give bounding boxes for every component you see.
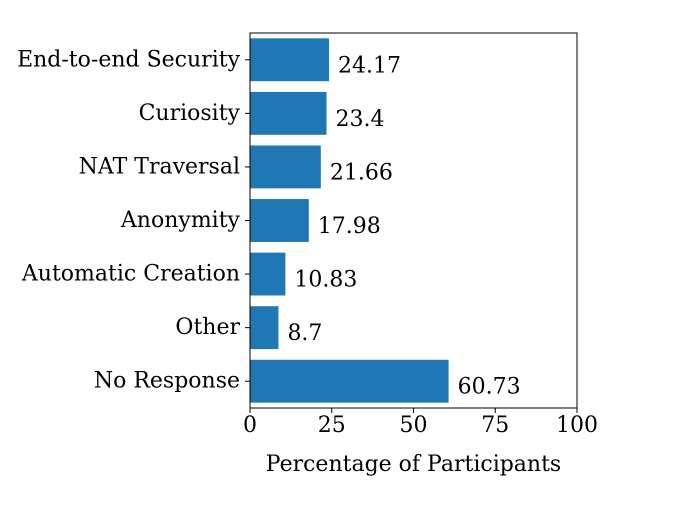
bar-6 xyxy=(250,359,449,403)
x-axis-title: Percentage of Participants xyxy=(266,452,561,477)
value-label-0: 24.17 xyxy=(338,53,401,78)
bar-5 xyxy=(250,306,279,350)
x-tick-label-1: 25 xyxy=(318,413,346,438)
bar-0 xyxy=(250,38,330,82)
value-label-6: 60.73 xyxy=(458,375,521,400)
x-tick-label-2: 50 xyxy=(400,413,428,438)
plot-frame xyxy=(249,32,578,409)
category-label-5: Other xyxy=(175,315,240,340)
category-label-1: Curiosity xyxy=(139,101,241,126)
value-label-5: 8.7 xyxy=(287,321,322,346)
category-label-3: Anonymity xyxy=(120,208,241,233)
x-tick-label-3: 75 xyxy=(481,413,509,438)
bar-4 xyxy=(250,252,286,296)
category-label-4: Automatic Creation xyxy=(21,262,240,287)
x-tick-label-0: 0 xyxy=(243,413,257,438)
bar-1 xyxy=(250,91,327,135)
value-label-3: 17.98 xyxy=(318,214,381,239)
bars-group xyxy=(250,38,449,403)
bar-3 xyxy=(250,199,309,242)
category-label-0: End-to-end Security xyxy=(17,47,241,72)
x-tick-label-4: 100 xyxy=(556,413,598,438)
value-label-2: 21.66 xyxy=(330,160,393,185)
bar-2 xyxy=(250,145,321,189)
value-label-1: 23.4 xyxy=(336,107,385,132)
value-labels: 24.17 23.4 21.66 17.98 10.83 8.7 60.73 xyxy=(287,53,520,399)
value-label-4: 10.83 xyxy=(294,268,357,293)
category-label-6: No Response xyxy=(94,369,240,394)
category-label-2: NAT Traversal xyxy=(79,154,240,179)
x-ticks: 0 25 50 75 100 xyxy=(243,408,598,438)
category-labels: End-to-end Security Curiosity NAT Traversa… xyxy=(17,47,250,394)
